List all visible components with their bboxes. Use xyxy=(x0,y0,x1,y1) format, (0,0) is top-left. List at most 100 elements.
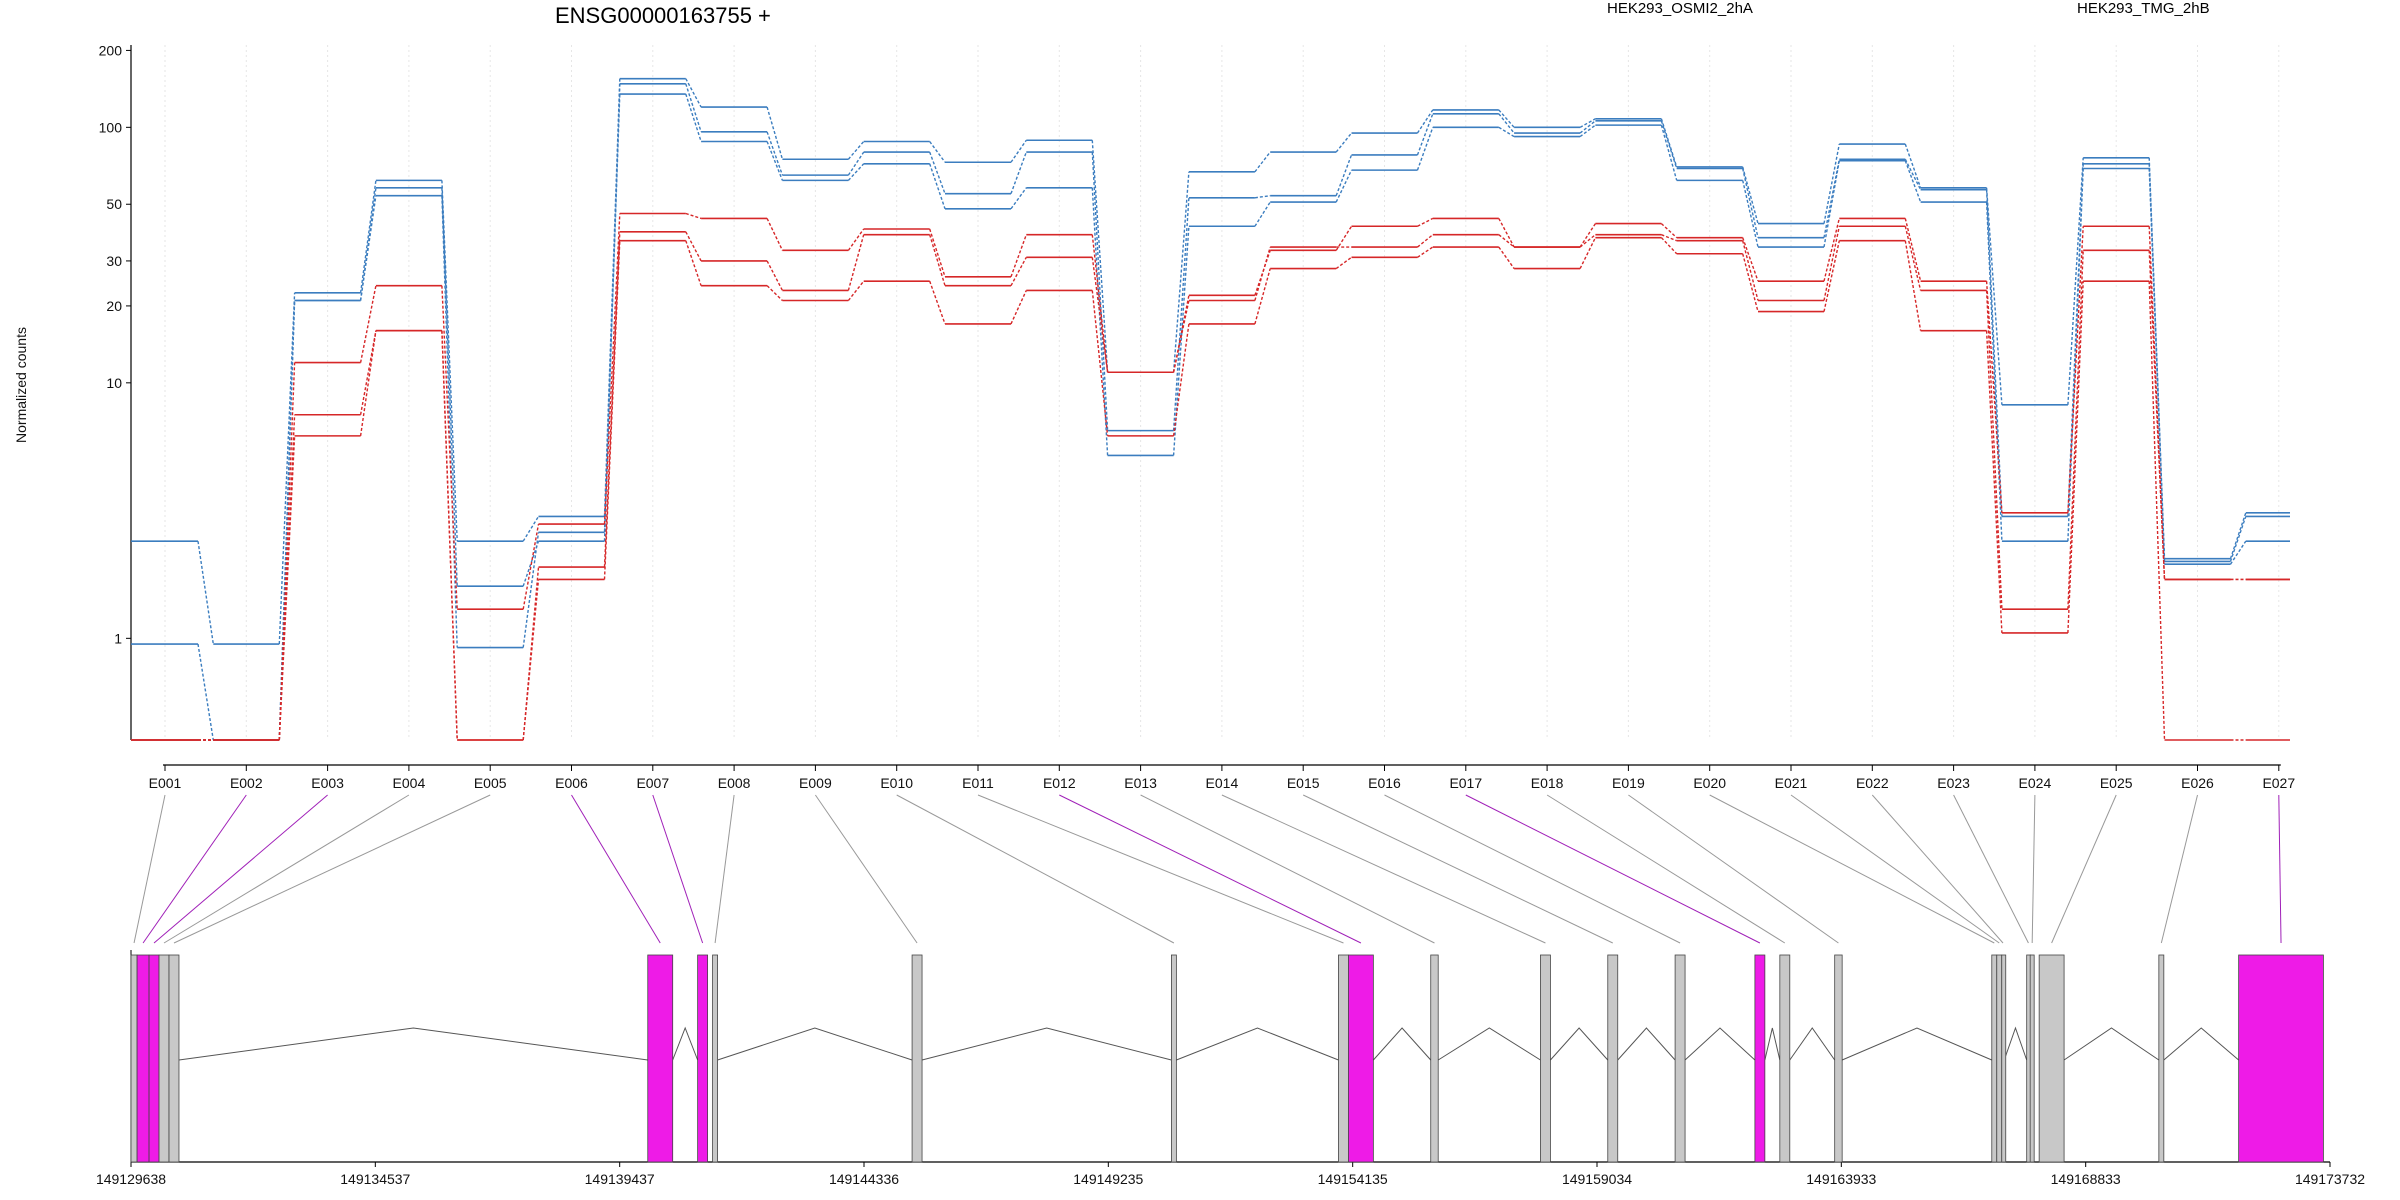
series-connector xyxy=(1904,158,1922,191)
series-connector xyxy=(441,285,458,610)
exon-connector-layer xyxy=(133,794,2282,944)
intron-line xyxy=(672,1026,699,1061)
intron-line xyxy=(1841,1027,1992,1061)
intron-line xyxy=(1617,1027,1676,1061)
x-tick-label: E023 xyxy=(1937,775,1970,791)
series-connector xyxy=(929,280,946,325)
y-tick-label: 50 xyxy=(106,196,122,212)
x-tick-label: E003 xyxy=(311,775,344,791)
exon-box xyxy=(1754,954,1766,1163)
series-connector xyxy=(1254,250,1271,296)
series-connector xyxy=(1417,217,1434,227)
series-connector xyxy=(1254,195,1271,199)
coord-tick-label: 149173732 xyxy=(2295,1171,2365,1187)
exon-box xyxy=(712,954,718,1163)
series-connector xyxy=(929,234,946,286)
exon-connector xyxy=(714,794,735,944)
series-connector xyxy=(2067,226,2084,513)
series-connector xyxy=(359,330,377,436)
y-tick-label: 30 xyxy=(106,253,122,269)
series-connector xyxy=(1823,218,1840,282)
series-connector xyxy=(929,163,946,209)
exon-box xyxy=(158,954,170,1163)
series-connector xyxy=(1985,281,2003,513)
series-connector xyxy=(441,330,458,741)
series-connector xyxy=(1904,143,1922,189)
series-connector xyxy=(1417,246,1434,258)
exon-connector xyxy=(2278,794,2282,944)
series-connector xyxy=(847,228,865,251)
series-connector xyxy=(359,285,377,363)
series-connector xyxy=(685,212,702,220)
series-connector xyxy=(1579,237,1597,269)
series-connector xyxy=(1579,118,1596,128)
series-connector xyxy=(1010,234,1027,278)
x-tick-label: E019 xyxy=(1612,775,1645,791)
coord-tick-label: 149159034 xyxy=(1562,1171,1632,1187)
exon-connector xyxy=(977,794,1344,944)
exon-box xyxy=(1674,954,1686,1163)
series-connector xyxy=(522,540,540,587)
exon-connector xyxy=(1790,794,2000,944)
y-tick-label: 200 xyxy=(99,42,123,58)
series-connector xyxy=(1823,143,1840,224)
series-connector xyxy=(1010,151,1027,194)
series-connector xyxy=(1335,169,1353,203)
legend-entry-tmg: HEK293_TMG_2hB xyxy=(2077,0,2210,17)
exon-box xyxy=(647,954,674,1163)
exon-box xyxy=(697,954,709,1163)
series-connector xyxy=(1010,290,1027,325)
series-layer xyxy=(131,77,2290,741)
series-connector xyxy=(603,78,621,517)
series-connector xyxy=(1172,323,1190,436)
x-tick-label: E009 xyxy=(799,775,832,791)
series-connector xyxy=(1091,257,1109,373)
y-tick-label: 100 xyxy=(99,119,123,135)
exon-box xyxy=(2038,954,2065,1163)
exon-connector xyxy=(1140,794,1435,944)
exon-connector xyxy=(896,794,1175,944)
legend-entry-osmi2: HEK293_OSMI2_2hA xyxy=(1607,0,1753,17)
x-tick-label: E002 xyxy=(230,775,263,791)
series-connector xyxy=(1498,126,1515,138)
exon-box xyxy=(148,954,160,1163)
exon-box xyxy=(1348,954,1374,1163)
series-connector xyxy=(1254,268,1271,325)
coord-tick-label: 149134537 xyxy=(340,1171,410,1187)
intron-line xyxy=(1176,1027,1339,1061)
series-connector xyxy=(1985,189,2003,517)
exon-connector xyxy=(133,794,166,944)
series-connector xyxy=(1416,113,1434,156)
series-connector xyxy=(847,234,865,291)
exon-box xyxy=(1996,954,2003,1163)
axes-layer: 1 10 20 30 50 100 200 E001 E002 E003 E004 E005 E006 E… xyxy=(99,42,2296,791)
series-connector xyxy=(522,523,540,610)
x-tick-label: E014 xyxy=(1206,775,1239,791)
series-connector xyxy=(1579,223,1596,248)
exon-box xyxy=(130,954,138,1163)
exon-connector xyxy=(652,794,704,944)
exon-connector xyxy=(814,794,918,944)
exon-box xyxy=(2238,954,2324,1163)
x-tick-label: E013 xyxy=(1124,775,1157,791)
series-connector xyxy=(278,300,296,741)
x-tick-label: E012 xyxy=(1043,775,1076,791)
x-tick-label: E017 xyxy=(1449,775,1482,791)
series-connector xyxy=(1254,246,1271,301)
series-connector xyxy=(278,292,296,645)
x-tick-label: E006 xyxy=(555,775,588,791)
x-tick-label: E025 xyxy=(2100,775,2133,791)
series-1 xyxy=(131,83,2290,741)
coord-tick-label: 149129638 xyxy=(96,1171,166,1187)
x-tick-label: E024 xyxy=(2019,775,2052,791)
series-connector xyxy=(603,213,621,525)
series-connector xyxy=(1172,300,1190,373)
series-connector xyxy=(1498,113,1515,134)
series-connector xyxy=(1904,160,1922,203)
coord-tick-label: 149139437 xyxy=(585,1171,655,1187)
series-connector xyxy=(1579,120,1596,134)
series-connector xyxy=(1091,140,1109,373)
series-connector xyxy=(1742,240,1759,301)
series-connector xyxy=(2148,168,2166,565)
